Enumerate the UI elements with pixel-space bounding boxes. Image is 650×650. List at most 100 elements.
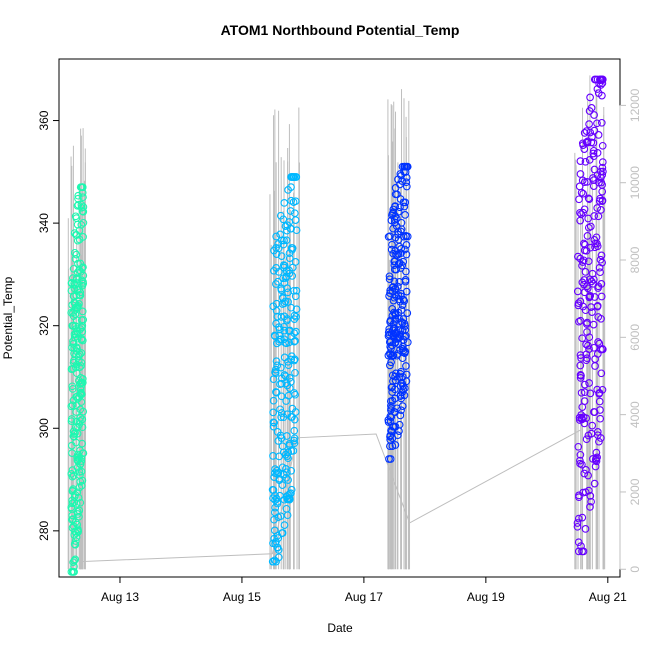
data-point bbox=[75, 300, 83, 308]
data-point bbox=[79, 218, 88, 227]
data-point bbox=[580, 280, 588, 289]
data-point bbox=[387, 413, 396, 422]
data-point bbox=[69, 471, 78, 480]
y2-tick-label: 8000 bbox=[628, 246, 642, 273]
data-point bbox=[388, 326, 397, 334]
data-point bbox=[588, 308, 596, 316]
data-point bbox=[277, 252, 286, 260]
data-point bbox=[273, 361, 282, 370]
data-point bbox=[290, 356, 299, 365]
data-point bbox=[283, 226, 291, 235]
data-point bbox=[78, 336, 87, 345]
data-point bbox=[291, 368, 299, 377]
x-axis-label: Date bbox=[327, 621, 353, 635]
data-point bbox=[277, 379, 286, 388]
chart-title: ATOM1 Northbound Potential_Temp bbox=[221, 22, 460, 38]
data-point bbox=[597, 292, 606, 301]
series-group bbox=[67, 183, 88, 576]
data-point bbox=[291, 390, 299, 399]
data-point bbox=[397, 244, 406, 253]
data-point bbox=[402, 250, 411, 259]
data-point bbox=[72, 351, 80, 359]
data-point bbox=[73, 453, 82, 462]
data-point bbox=[275, 476, 284, 484]
data-point bbox=[580, 145, 589, 153]
data-point bbox=[578, 415, 586, 424]
data-point bbox=[592, 457, 601, 466]
data-point bbox=[287, 303, 295, 312]
data-point bbox=[584, 486, 593, 495]
data-point bbox=[593, 204, 602, 212]
data-point bbox=[76, 288, 85, 297]
data-point bbox=[77, 362, 85, 370]
data-point bbox=[271, 332, 279, 341]
data-point bbox=[401, 277, 410, 286]
data-point bbox=[72, 529, 81, 538]
plot-frame bbox=[58, 58, 621, 578]
data-point bbox=[576, 361, 585, 370]
data-point bbox=[391, 394, 399, 403]
data-point bbox=[576, 450, 585, 459]
data-point bbox=[574, 301, 583, 310]
data-point bbox=[576, 351, 585, 359]
data-point bbox=[269, 539, 277, 548]
data-point bbox=[290, 173, 298, 182]
data-point bbox=[74, 493, 83, 502]
data-point bbox=[590, 479, 599, 488]
data-point bbox=[576, 216, 585, 225]
data-point bbox=[401, 198, 410, 207]
data-point bbox=[286, 207, 295, 215]
data-point bbox=[590, 126, 599, 135]
data-point bbox=[290, 426, 299, 435]
data-point bbox=[598, 196, 607, 205]
y2-tick-label: 4000 bbox=[628, 401, 642, 428]
data-point bbox=[585, 293, 594, 302]
data-point bbox=[594, 131, 603, 139]
data-point bbox=[72, 214, 81, 222]
data-point bbox=[579, 256, 588, 265]
data-point bbox=[73, 201, 82, 210]
data-point bbox=[592, 448, 601, 457]
data-point bbox=[402, 362, 410, 370]
data-point bbox=[396, 203, 404, 212]
data-point bbox=[597, 173, 605, 182]
data-point bbox=[598, 385, 607, 394]
data-point bbox=[580, 129, 589, 137]
data-point bbox=[400, 202, 409, 211]
data-point bbox=[275, 268, 283, 276]
data-point bbox=[279, 261, 288, 269]
data-point bbox=[288, 404, 297, 413]
data-point bbox=[585, 120, 593, 128]
data-point bbox=[590, 111, 598, 119]
data-point bbox=[290, 329, 299, 337]
data-point bbox=[589, 182, 598, 190]
data-point bbox=[594, 284, 602, 292]
data-point bbox=[70, 298, 79, 307]
data-point bbox=[399, 336, 408, 344]
data-point bbox=[388, 434, 397, 443]
x-tick-label: Aug 19 bbox=[467, 590, 505, 604]
y2-tick-label: 2000 bbox=[628, 478, 642, 505]
data-point bbox=[584, 223, 593, 232]
data-point bbox=[580, 246, 589, 255]
data-point bbox=[288, 244, 297, 252]
data-point bbox=[387, 216, 396, 225]
data-point bbox=[284, 476, 292, 484]
x-tick-label: Aug 13 bbox=[101, 590, 139, 604]
data-point bbox=[586, 291, 595, 300]
data-point bbox=[587, 429, 596, 438]
data-point bbox=[389, 208, 398, 217]
data-point bbox=[586, 503, 594, 511]
data-point bbox=[71, 322, 80, 330]
data-point bbox=[580, 288, 589, 297]
data-point bbox=[386, 286, 395, 295]
data-point bbox=[73, 329, 82, 338]
data-point bbox=[285, 374, 294, 382]
data-point bbox=[386, 232, 394, 241]
data-point bbox=[272, 319, 280, 328]
data-point bbox=[270, 556, 279, 565]
data-point bbox=[597, 251, 606, 260]
data-point bbox=[271, 503, 280, 512]
data-point bbox=[74, 201, 83, 209]
